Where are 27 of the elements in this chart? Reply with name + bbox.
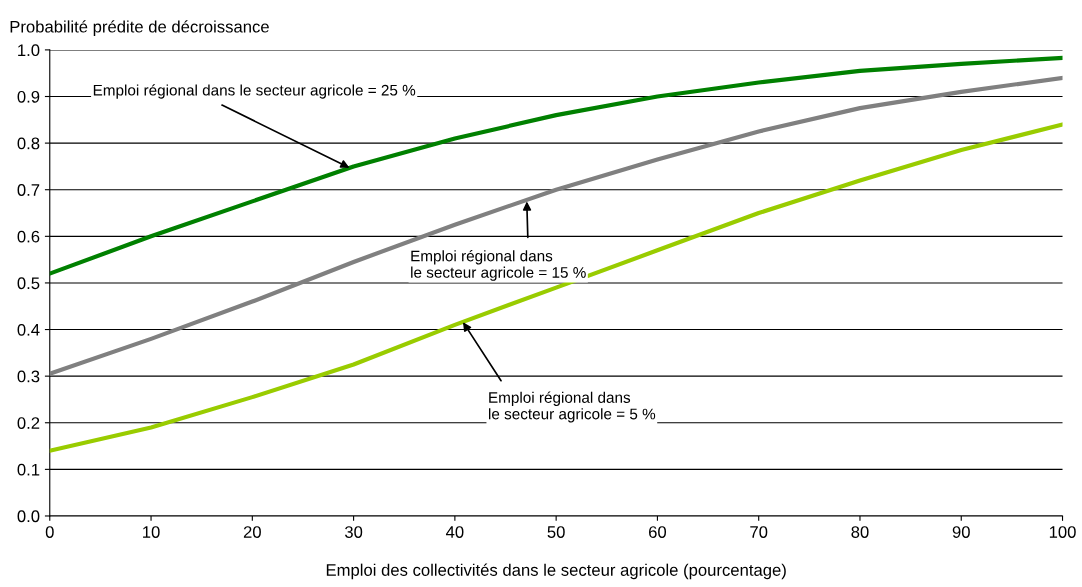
- annotation: Emploi régional dans le secteur agricole = 15 %: [411, 249, 586, 281]
- x-tick-label: 30: [344, 526, 363, 538]
- x-tick-label: 60: [649, 526, 667, 538]
- x-tick-label: 100: [1049, 526, 1076, 538]
- y-tick-label: 0.2: [17, 417, 40, 429]
- x-axis-title: Emploi des collectivités dans le secteur agricole (pourcentage): [326, 563, 786, 580]
- x-tick-label: 20: [243, 526, 261, 538]
- x-tick-label: 90: [952, 526, 970, 538]
- y-tick-label: 1.0: [18, 44, 40, 57]
- y-tick-label: 0.5: [17, 277, 40, 290]
- x-tick-label: 80: [851, 526, 869, 538]
- y-axis-title: Probabilité prédite de décroissance: [10, 20, 269, 36]
- annotation: Emploi régional dans le secteur agricole = 25 %: [93, 84, 416, 99]
- y-tick-label: 0.6: [17, 230, 40, 243]
- y-tick-label: 0.0: [17, 510, 40, 523]
- x-tick-label: 50: [547, 526, 565, 538]
- y-tick-label: 0.1: [17, 463, 40, 476]
- annotation: Emploi régional dans le secteur agricole = 5 %: [489, 391, 656, 423]
- y-tick-label: 0.8: [17, 137, 40, 150]
- y-tick-label: 0.9: [17, 90, 40, 103]
- x-tick-label: 40: [445, 526, 464, 538]
- x-tick-label: 70: [750, 526, 768, 538]
- x-tick-label: 10: [143, 526, 160, 538]
- y-tick-label: 0.4: [17, 323, 40, 336]
- y-tick-label: 0.7: [17, 184, 40, 196]
- x-tick-label: 0: [45, 526, 54, 538]
- y-tick-label: 0.3: [17, 370, 40, 383]
